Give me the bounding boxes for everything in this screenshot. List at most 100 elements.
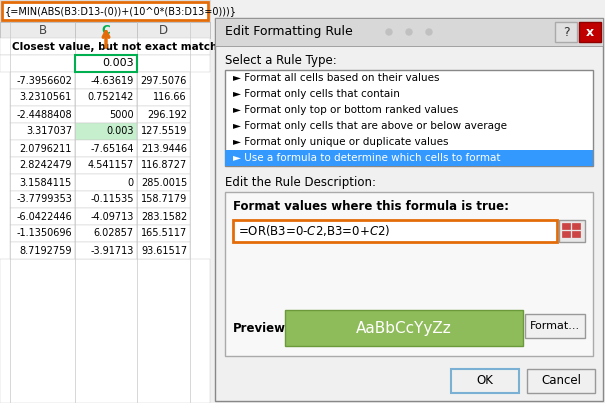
Bar	[0, 0, 210, 22]
Text: Format values where this formula is true:: Format values where this formula is true…	[233, 200, 509, 213]
Text: Format...: Format...	[530, 321, 580, 331]
Text: =OR(B3=0-$C$2,B3=0+$C$2): =OR(B3=0-$C$2,B3=0+$C$2)	[238, 224, 390, 239]
Text: 158.7179: 158.7179	[141, 195, 187, 204]
Bar	[10, 174, 75, 191]
Bar	[225, 150, 593, 166]
Bar	[75, 174, 137, 191]
Bar	[579, 22, 601, 42]
Text: Edit Formatting Rule: Edit Formatting Rule	[225, 25, 353, 39]
Text: 8.7192759: 8.7192759	[19, 245, 72, 256]
Text: {=MIN(ABS(B3:D13-(0))+(10^0*(B3:D13=0)))}: {=MIN(ABS(B3:D13-(0))+(10^0*(B3:D13=0)))…	[5, 6, 237, 16]
Text: C: C	[102, 23, 110, 37]
Text: 165.5117: 165.5117	[141, 229, 187, 239]
Bar	[0, 0, 210, 403]
Text: 3.317037: 3.317037	[26, 127, 72, 137]
Bar	[137, 225, 190, 242]
Bar	[10, 89, 75, 106]
Text: x: x	[586, 25, 594, 39]
Bar	[572, 231, 580, 237]
Bar	[75, 89, 137, 106]
Text: AaBbCcYyZz: AaBbCcYyZz	[356, 320, 452, 336]
Text: 0: 0	[128, 177, 134, 187]
Text: 285.0015: 285.0015	[141, 177, 187, 187]
Text: 116.8727: 116.8727	[141, 160, 187, 170]
Text: 296.192: 296.192	[147, 110, 187, 120]
Bar	[137, 89, 190, 106]
Text: -3.7799353: -3.7799353	[16, 195, 72, 204]
Bar	[137, 208, 190, 225]
Bar	[75, 157, 137, 174]
Bar	[215, 18, 603, 401]
Text: ?: ?	[563, 25, 569, 39]
Circle shape	[386, 29, 392, 35]
Bar	[10, 191, 75, 208]
Text: ► Format only top or bottom ranked values: ► Format only top or bottom ranked value…	[233, 105, 459, 115]
Bar	[225, 70, 593, 166]
Text: 5000: 5000	[110, 110, 134, 120]
Text: ► Format all cells based on their values: ► Format all cells based on their values	[233, 73, 439, 83]
Bar	[75, 140, 137, 157]
Text: -3.91713: -3.91713	[91, 245, 134, 256]
Text: ► Format only cells that are above or below average: ► Format only cells that are above or be…	[233, 121, 507, 131]
Bar	[75, 22, 137, 38]
Bar	[10, 106, 75, 123]
Text: 0.003: 0.003	[106, 127, 134, 137]
Bar	[137, 242, 190, 259]
Bar	[10, 140, 75, 157]
Bar	[225, 192, 593, 356]
Bar	[233, 220, 557, 242]
Bar	[10, 123, 75, 140]
Text: -4.63619: -4.63619	[91, 75, 134, 85]
Bar	[10, 72, 75, 89]
Text: 6.02857: 6.02857	[94, 229, 134, 239]
Text: 0.003: 0.003	[102, 58, 134, 69]
Bar	[285, 310, 523, 346]
Bar	[10, 157, 75, 174]
Text: 283.1582: 283.1582	[141, 212, 187, 222]
Bar	[75, 55, 137, 72]
Bar	[451, 369, 519, 393]
Bar	[137, 140, 190, 157]
Bar	[75, 191, 137, 208]
Text: ► Format only unique or duplicate values: ► Format only unique or duplicate values	[233, 137, 448, 147]
Text: B: B	[39, 23, 47, 37]
Text: -7.3956602: -7.3956602	[16, 75, 72, 85]
Text: Select a Rule Type:: Select a Rule Type:	[225, 54, 337, 67]
Bar	[137, 191, 190, 208]
Bar	[137, 157, 190, 174]
Bar	[0, 259, 210, 403]
Bar	[527, 369, 595, 393]
Text: 3.1584115: 3.1584115	[20, 177, 72, 187]
Text: 213.9446: 213.9446	[141, 143, 187, 154]
Text: 2.0796211: 2.0796211	[19, 143, 72, 154]
Text: 93.61517: 93.61517	[141, 245, 187, 256]
Text: 3.2310561: 3.2310561	[20, 93, 72, 102]
Text: 4.541157: 4.541157	[88, 160, 134, 170]
Text: ► Format only cells that contain: ► Format only cells that contain	[233, 89, 400, 99]
Bar	[572, 223, 580, 229]
Bar	[137, 174, 190, 191]
Text: Closest value, but not exact match: Closest value, but not exact match	[12, 42, 217, 52]
Text: -0.11535: -0.11535	[91, 195, 134, 204]
Text: -1.1350696: -1.1350696	[16, 229, 72, 239]
Text: -4.09713: -4.09713	[91, 212, 134, 222]
Text: -7.65164: -7.65164	[91, 143, 134, 154]
Bar	[10, 242, 75, 259]
Bar	[75, 72, 137, 89]
Text: Cancel: Cancel	[541, 374, 581, 388]
Text: 297.5076: 297.5076	[140, 75, 187, 85]
Bar	[10, 225, 75, 242]
Bar	[137, 123, 190, 140]
Bar	[562, 231, 570, 237]
Bar	[555, 22, 577, 42]
Text: -2.4488408: -2.4488408	[16, 110, 72, 120]
Bar	[2, 2, 208, 20]
Bar	[75, 106, 137, 123]
Bar	[75, 242, 137, 259]
Text: 116.66: 116.66	[154, 93, 187, 102]
Bar	[0, 22, 210, 38]
Text: OK: OK	[477, 374, 494, 388]
Text: D: D	[159, 23, 168, 37]
Text: ► Use a formula to determine which cells to format: ► Use a formula to determine which cells…	[233, 153, 500, 163]
Bar	[137, 72, 190, 89]
